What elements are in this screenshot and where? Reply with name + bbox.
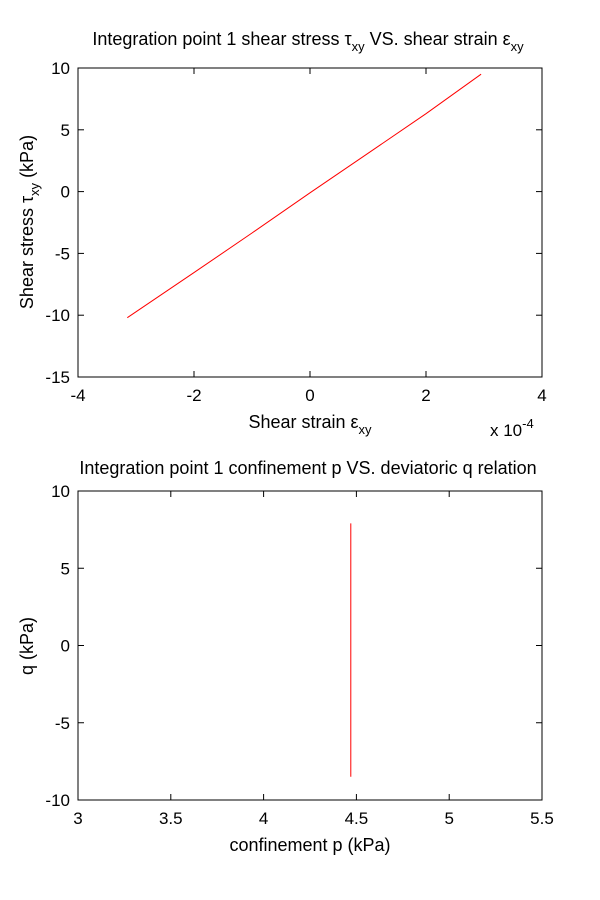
chart-2-plot-area	[77, 490, 543, 801]
x-tick-label: -4	[70, 386, 85, 405]
y-tick-label: -10	[45, 306, 70, 325]
y-tick-label: -5	[55, 244, 70, 263]
y-tick-label: -10	[45, 791, 70, 810]
x-tick-label: 5	[444, 809, 453, 828]
x-tick-label: 3	[73, 809, 82, 828]
x-tick-label: 3.5	[159, 809, 183, 828]
chart-2-title: Integration point 1 confinement p VS. de…	[79, 458, 536, 478]
y-tick-label: 10	[51, 59, 70, 78]
chart-1-plot-area	[77, 67, 543, 378]
chart-1-x-label: Shear strain εxy	[248, 412, 372, 437]
x-tick-label: 2	[421, 386, 430, 405]
chart-2-x-ticks: 3 3.5 4 4.5 5 5.5	[73, 491, 554, 828]
y-tick-label: 0	[61, 183, 70, 202]
chart-1-x-exponent: x 10-4	[490, 416, 534, 440]
x-tick-label: 4	[537, 386, 546, 405]
chart-1-series	[127, 73, 482, 319]
chart-2: Integration point 1 confinement p VS. de…	[17, 458, 554, 855]
chart-2-y-label: q (kPa)	[17, 617, 37, 675]
x-tick-label: 0	[305, 386, 314, 405]
y-tick-label: -5	[55, 714, 70, 733]
chart-1-x-ticks: -4 -2 0 2 4	[70, 68, 547, 405]
chart-2-x-label: confinement p (kPa)	[229, 835, 390, 855]
y-tick-label: 0	[61, 637, 70, 656]
chart-1-title: Integration point 1 shear stress τxy VS.…	[92, 29, 524, 54]
y-tick-label: 10	[51, 482, 70, 501]
x-tick-label: 5.5	[530, 809, 554, 828]
x-tick-label: 4	[259, 809, 268, 828]
series-line	[127, 73, 482, 319]
chart-1: Integration point 1 shear stress τxy VS.…	[17, 29, 547, 440]
chart-1-y-ticks: -15 -10 -5 0 5 10	[45, 59, 542, 387]
x-tick-label: -2	[186, 386, 201, 405]
y-tick-label: -15	[45, 368, 70, 387]
chart-1-y-label: Shear stress τxy (kPa)	[17, 135, 42, 309]
chart-2-y-ticks: -10 -5 0 5 10	[45, 482, 542, 810]
y-tick-label: 5	[61, 559, 70, 578]
y-tick-label: 5	[61, 121, 70, 140]
x-tick-label: 4.5	[345, 809, 369, 828]
